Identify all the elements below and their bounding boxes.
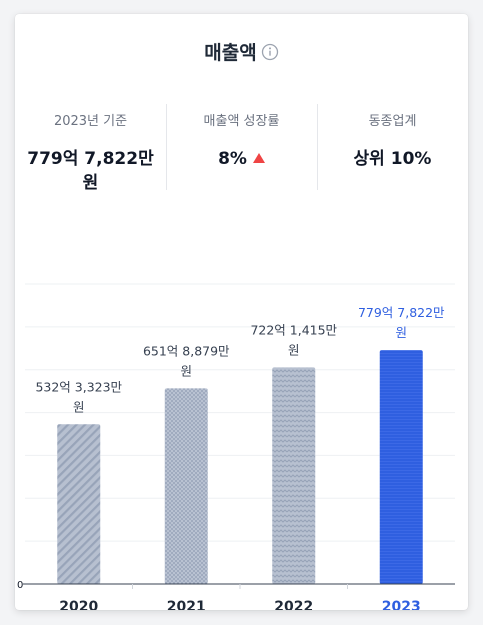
stat-label: 2023년 기준 bbox=[53, 114, 128, 129]
card-title: 매출액 bbox=[204, 42, 257, 64]
revenue-card: 매출액 2023년 기준 779억 7,822만 원 매출액 성장률 8% 동종… bbox=[15, 14, 468, 610]
data-label-line: 원 bbox=[73, 399, 85, 414]
data-label-line: 779억 7,822만 bbox=[358, 305, 445, 320]
data-label-line: 원 bbox=[180, 363, 192, 378]
stat-value: 779억 7,822만 원 bbox=[27, 149, 154, 193]
stat-industry-rank: 동종업계 상위 10% bbox=[317, 104, 468, 194]
bar-2022 bbox=[272, 367, 316, 584]
info-circle-icon[interactable] bbox=[261, 43, 279, 61]
stat-label: 매출액 성장률 bbox=[203, 114, 280, 129]
chart-bars bbox=[57, 350, 423, 584]
data-label-line: 651억 8,879만 bbox=[143, 343, 230, 358]
stat-label: 동종업계 bbox=[368, 114, 417, 129]
bar-2023 bbox=[379, 350, 423, 584]
x-tick-2020: 2020 bbox=[59, 599, 98, 610]
stat-growth-rate: 매출액 성장률 8% bbox=[166, 104, 317, 194]
stat-value: 상위 10% bbox=[353, 149, 432, 169]
card-header: 매출액 bbox=[15, 38, 468, 65]
x-tick-2022: 2022 bbox=[274, 599, 313, 610]
triangle-up-icon bbox=[252, 153, 265, 163]
summary-stats: 2023년 기준 779억 7,822만 원 매출액 성장률 8% 동종업계 상… bbox=[15, 104, 468, 194]
stat-value: 8% bbox=[218, 149, 247, 169]
x-tick-2021: 2021 bbox=[167, 599, 206, 610]
stat-value-row: 8% bbox=[166, 147, 317, 171]
bar-2020 bbox=[57, 424, 101, 584]
bar-2021 bbox=[164, 388, 208, 584]
data-label-line: 722억 1,415만 bbox=[250, 322, 337, 337]
stat-base-year: 2023년 기준 779억 7,822만 원 bbox=[15, 104, 166, 194]
data-label-line: 532억 3,323만 bbox=[35, 379, 122, 394]
chart-x-axis: 2020 2021 2022 2023 0 bbox=[17, 580, 455, 610]
data-label-line: 원 bbox=[288, 342, 300, 357]
x-tick-2023: 2023 bbox=[382, 599, 421, 610]
data-label-line: 원 bbox=[395, 325, 407, 340]
y-tick-0: 0 bbox=[17, 580, 23, 591]
